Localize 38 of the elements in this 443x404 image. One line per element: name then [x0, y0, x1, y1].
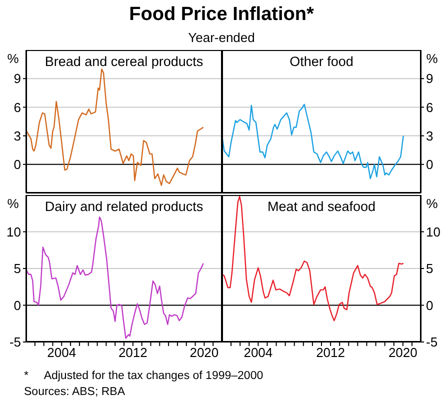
y-axis-title: %	[425, 196, 439, 211]
y-tick-label: -5	[9, 334, 21, 350]
y-tick-label: 3	[14, 128, 21, 144]
y-tick-label: 0	[14, 298, 21, 313]
y-tick-label: 0	[14, 157, 21, 172]
chart-title: Food Price Inflation*	[128, 4, 315, 26]
series-label: Meat and seafood	[267, 199, 376, 214]
x-tick-label: 2004	[244, 345, 273, 360]
y-tick-label: 0	[426, 298, 434, 313]
x-tick-label: 2020	[388, 345, 418, 360]
line-series	[26, 68, 204, 186]
line-series	[222, 196, 404, 322]
text: * Adjusted for the tax changes of 1999–2000	[24, 370, 264, 382]
y-axis-title: %	[6, 51, 20, 66]
y-axis-title: %	[6, 196, 20, 211]
x-tick-label: 2012	[316, 345, 346, 360]
y-tick-label: 10	[6, 224, 21, 240]
y-tick-label: 0	[426, 157, 434, 172]
y-tick-label: 5	[426, 261, 434, 276]
chart-subtitle: Year-ended	[187, 30, 256, 45]
line-series	[26, 216, 204, 339]
y-tick-label: -5	[426, 334, 438, 350]
y-tick-label: 3	[426, 128, 434, 144]
y-tick-label: 9	[426, 71, 434, 86]
series-label: Dairy and related products	[44, 199, 204, 214]
x-tick-label: 2012	[118, 345, 148, 360]
y-tick-label: 5	[14, 261, 21, 276]
text: Other food	[290, 54, 354, 69]
y-tick-label: 9	[14, 71, 21, 86]
y-tick-label: 6	[426, 100, 434, 115]
x-tick-label: 2020	[190, 345, 219, 360]
source-note: Sources: ABS; RBA	[24, 386, 125, 398]
line-series	[222, 104, 404, 180]
y-axis-title: %	[425, 51, 439, 66]
y-tick-label: 10	[426, 224, 440, 240]
x-tick-label: 2004	[47, 345, 76, 360]
series-label: Bread and cereal products	[44, 54, 204, 69]
y-tick-label: 6	[14, 100, 21, 115]
